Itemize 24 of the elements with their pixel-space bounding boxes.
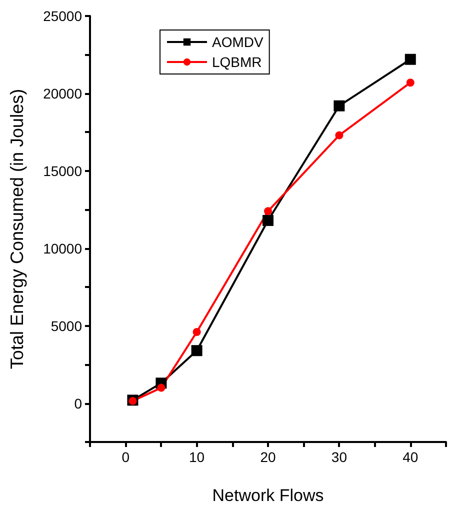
x-tick-label: 20 <box>260 449 276 465</box>
y-tick-label: 0 <box>74 395 82 412</box>
point <box>335 131 344 140</box>
y-tick-label: 10000 <box>43 240 82 256</box>
x-axis-title: Network Flows <box>212 486 324 505</box>
x-tick-label: 30 <box>331 449 348 465</box>
x-tick-label: 10 <box>189 449 205 465</box>
x-tick-label: 0 <box>122 449 130 465</box>
y-tick-label: 15000 <box>43 162 82 179</box>
point <box>157 384 166 392</box>
point <box>406 78 414 87</box>
legend-label: AOMDV <box>212 34 264 50</box>
legend-label: LQBMR <box>212 54 262 70</box>
point <box>191 345 202 356</box>
point <box>262 214 274 226</box>
point <box>334 100 345 112</box>
point <box>264 207 272 216</box>
y-tick-label: 25000 <box>43 8 82 24</box>
point <box>192 328 201 336</box>
x-tick-label: 40 <box>402 449 418 465</box>
y-tick-label: 5000 <box>50 318 82 334</box>
point <box>404 54 416 65</box>
y-tick-label: 20000 <box>43 85 82 102</box>
y-axis-title: Total Energy Consumed (in Joules) <box>7 88 27 370</box>
